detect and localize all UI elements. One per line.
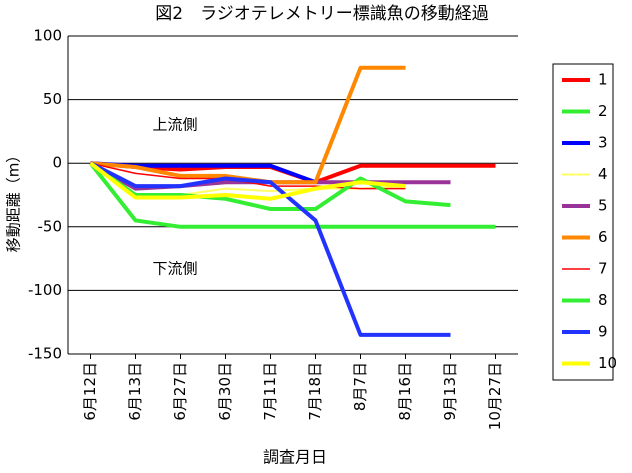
x-tick-label: 6月13日 [126, 362, 144, 421]
x-tick-label: 8月16日 [396, 362, 414, 421]
y-tick-label: 100 [33, 27, 62, 45]
legend-label: 9 [598, 323, 608, 341]
x-tick-label: 9月13日 [441, 362, 459, 421]
legend-label: 3 [598, 134, 608, 152]
legend-label: 5 [598, 197, 608, 215]
series-line [89, 161, 451, 211]
annotation: 上流側 [152, 116, 197, 134]
legend-label: 6 [598, 228, 608, 246]
series-line [89, 161, 451, 337]
legend-box [552, 63, 614, 381]
legend-label: 7 [598, 260, 608, 278]
x-tick-label: 7月11日 [261, 362, 279, 421]
x-tick-label: 6月27日 [171, 362, 189, 421]
y-tick-label: -100 [28, 281, 62, 299]
legend-label: 1 [598, 71, 608, 89]
legend-label: 10 [598, 354, 617, 372]
x-tick-label: 6月30日 [216, 362, 234, 421]
legend-label: 8 [598, 291, 608, 309]
x-tick-label: 8月7日 [351, 362, 369, 411]
y-tick-label: -150 [28, 345, 62, 363]
y-tick-label: 0 [52, 154, 62, 172]
legend-label: 4 [598, 165, 608, 183]
x-tick-label: 10月27日 [486, 362, 504, 430]
legend-label: 2 [598, 102, 608, 120]
annotation: 下流側 [152, 259, 197, 277]
y-tick-label: -50 [38, 217, 63, 235]
x-axis-label: 調査月日 [263, 448, 327, 467]
y-tick-label: 50 [43, 90, 62, 108]
chart-title: 図2 ラジオテレメトリー標識魚の移動経過 [155, 4, 488, 24]
x-tick-label: 6月12日 [81, 362, 99, 421]
series-line [88, 161, 496, 229]
series-line [89, 161, 406, 201]
x-tick-label: 7月18日 [306, 362, 324, 421]
y-axis-label: 移動距離（m） [5, 148, 23, 253]
